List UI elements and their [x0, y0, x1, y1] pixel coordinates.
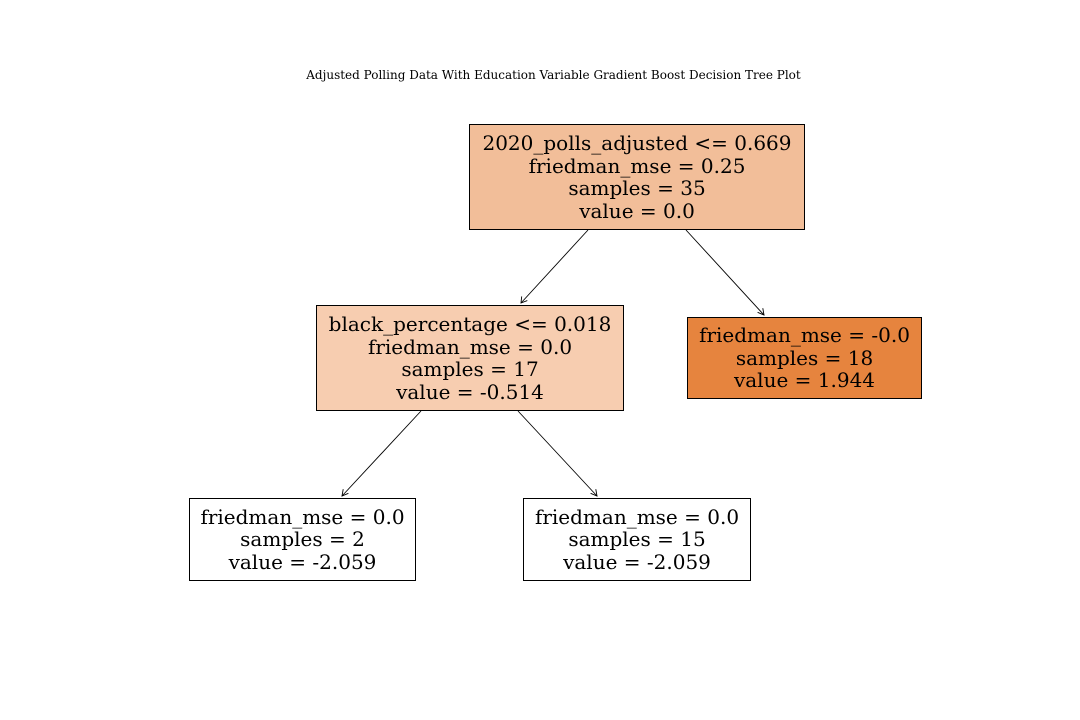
edge-1-to-3: [341, 410, 422, 497]
node-samples: samples = 35: [568, 176, 706, 200]
tree-leaf-left-right: friedman_mse = 0.0 samples = 15 value = …: [523, 498, 751, 581]
node-samples: samples = 18: [735, 345, 874, 370]
node-value: value = 1.944: [733, 368, 876, 393]
edge-1-to-4: [517, 410, 598, 497]
node-value: value = 0.0: [579, 198, 695, 223]
tree-node-root: 2020_polls_adjusted <= 0.669 friedman_ms…: [469, 124, 805, 230]
tree-leaf-left-left: friedman_mse = 0.0 samples = 2 value = -…: [189, 498, 416, 581]
tree-node-left: black_percentage <= 0.018 friedman_mse =…: [316, 305, 624, 411]
node-samples: samples = 17: [401, 357, 539, 381]
node-friedman-mse: friedman_mse = 0.0: [367, 334, 573, 359]
node-split-condition: black_percentage <= 0.018: [328, 312, 612, 336]
tree-leaf-right: friedman_mse = -0.0 samples = 18 value =…: [687, 317, 922, 399]
node-friedman-mse: friedman_mse = 0.25: [528, 153, 746, 178]
node-value: value = -2.059: [228, 549, 377, 574]
node-friedman-mse: friedman_mse = 0.0: [200, 504, 405, 529]
node-split-condition: 2020_polls_adjusted <= 0.669: [482, 131, 792, 155]
edge-0-to-2: [685, 229, 765, 316]
node-friedman-mse: friedman_mse = -0.0: [699, 323, 910, 348]
node-value: value = -2.059: [563, 549, 711, 574]
diagram-title: Adjusted Polling Data With Education Var…: [306, 68, 801, 82]
edge-0-to-1: [520, 229, 589, 304]
node-samples: samples = 2: [240, 527, 365, 552]
node-friedman-mse: friedman_mse = 0.0: [534, 504, 740, 529]
node-value: value = -0.514: [396, 379, 544, 404]
node-samples: samples = 15: [568, 527, 706, 552]
